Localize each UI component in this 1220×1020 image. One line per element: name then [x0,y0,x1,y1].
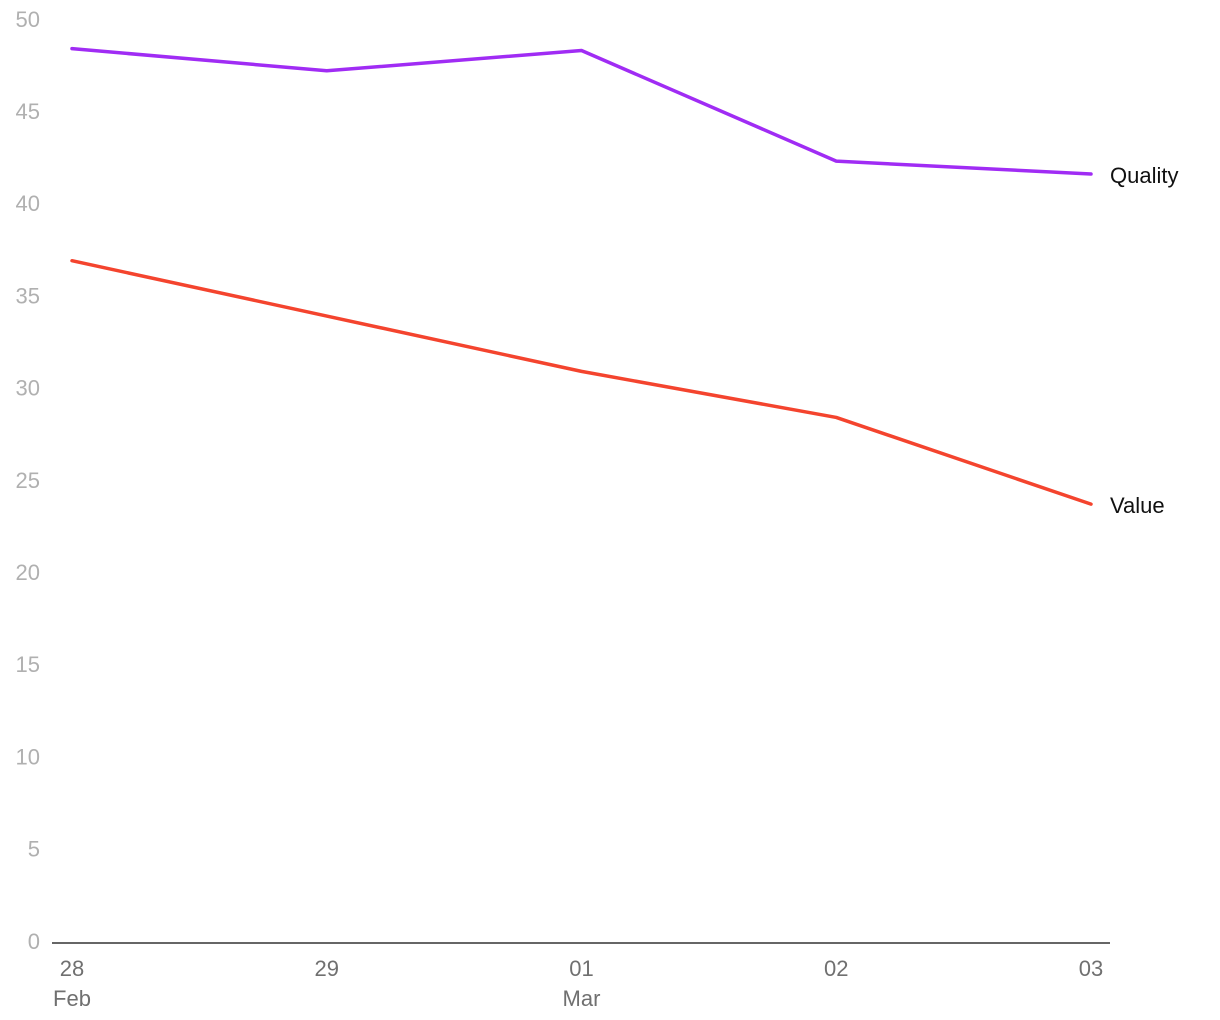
x-tick-label: 02 [824,956,848,981]
x-tick-label: 01 [569,956,593,981]
y-tick-label: 50 [16,7,40,32]
y-tick-label: 15 [16,652,40,677]
x-tick-label: 29 [315,956,339,981]
series-label: Value [1110,493,1165,518]
series-line [70,258,1093,506]
x-month-label: Mar [563,986,601,1011]
y-tick-label: 40 [16,191,40,216]
x-tick-label: 03 [1079,956,1103,981]
y-tick-label: 5 [28,837,40,862]
y-tick-label: 25 [16,468,40,493]
y-tick-label: 45 [16,99,40,124]
x-tick-label: 28 [60,956,84,981]
y-tick-label: 20 [16,560,40,585]
y-tick-label: 10 [16,744,40,769]
y-tick-label: 0 [28,929,40,954]
x-month-label: Feb [53,986,91,1011]
series-line [70,46,1093,176]
y-tick-label: 35 [16,283,40,308]
series-label: Quality [1110,163,1178,188]
y-tick-label: 30 [16,376,40,401]
